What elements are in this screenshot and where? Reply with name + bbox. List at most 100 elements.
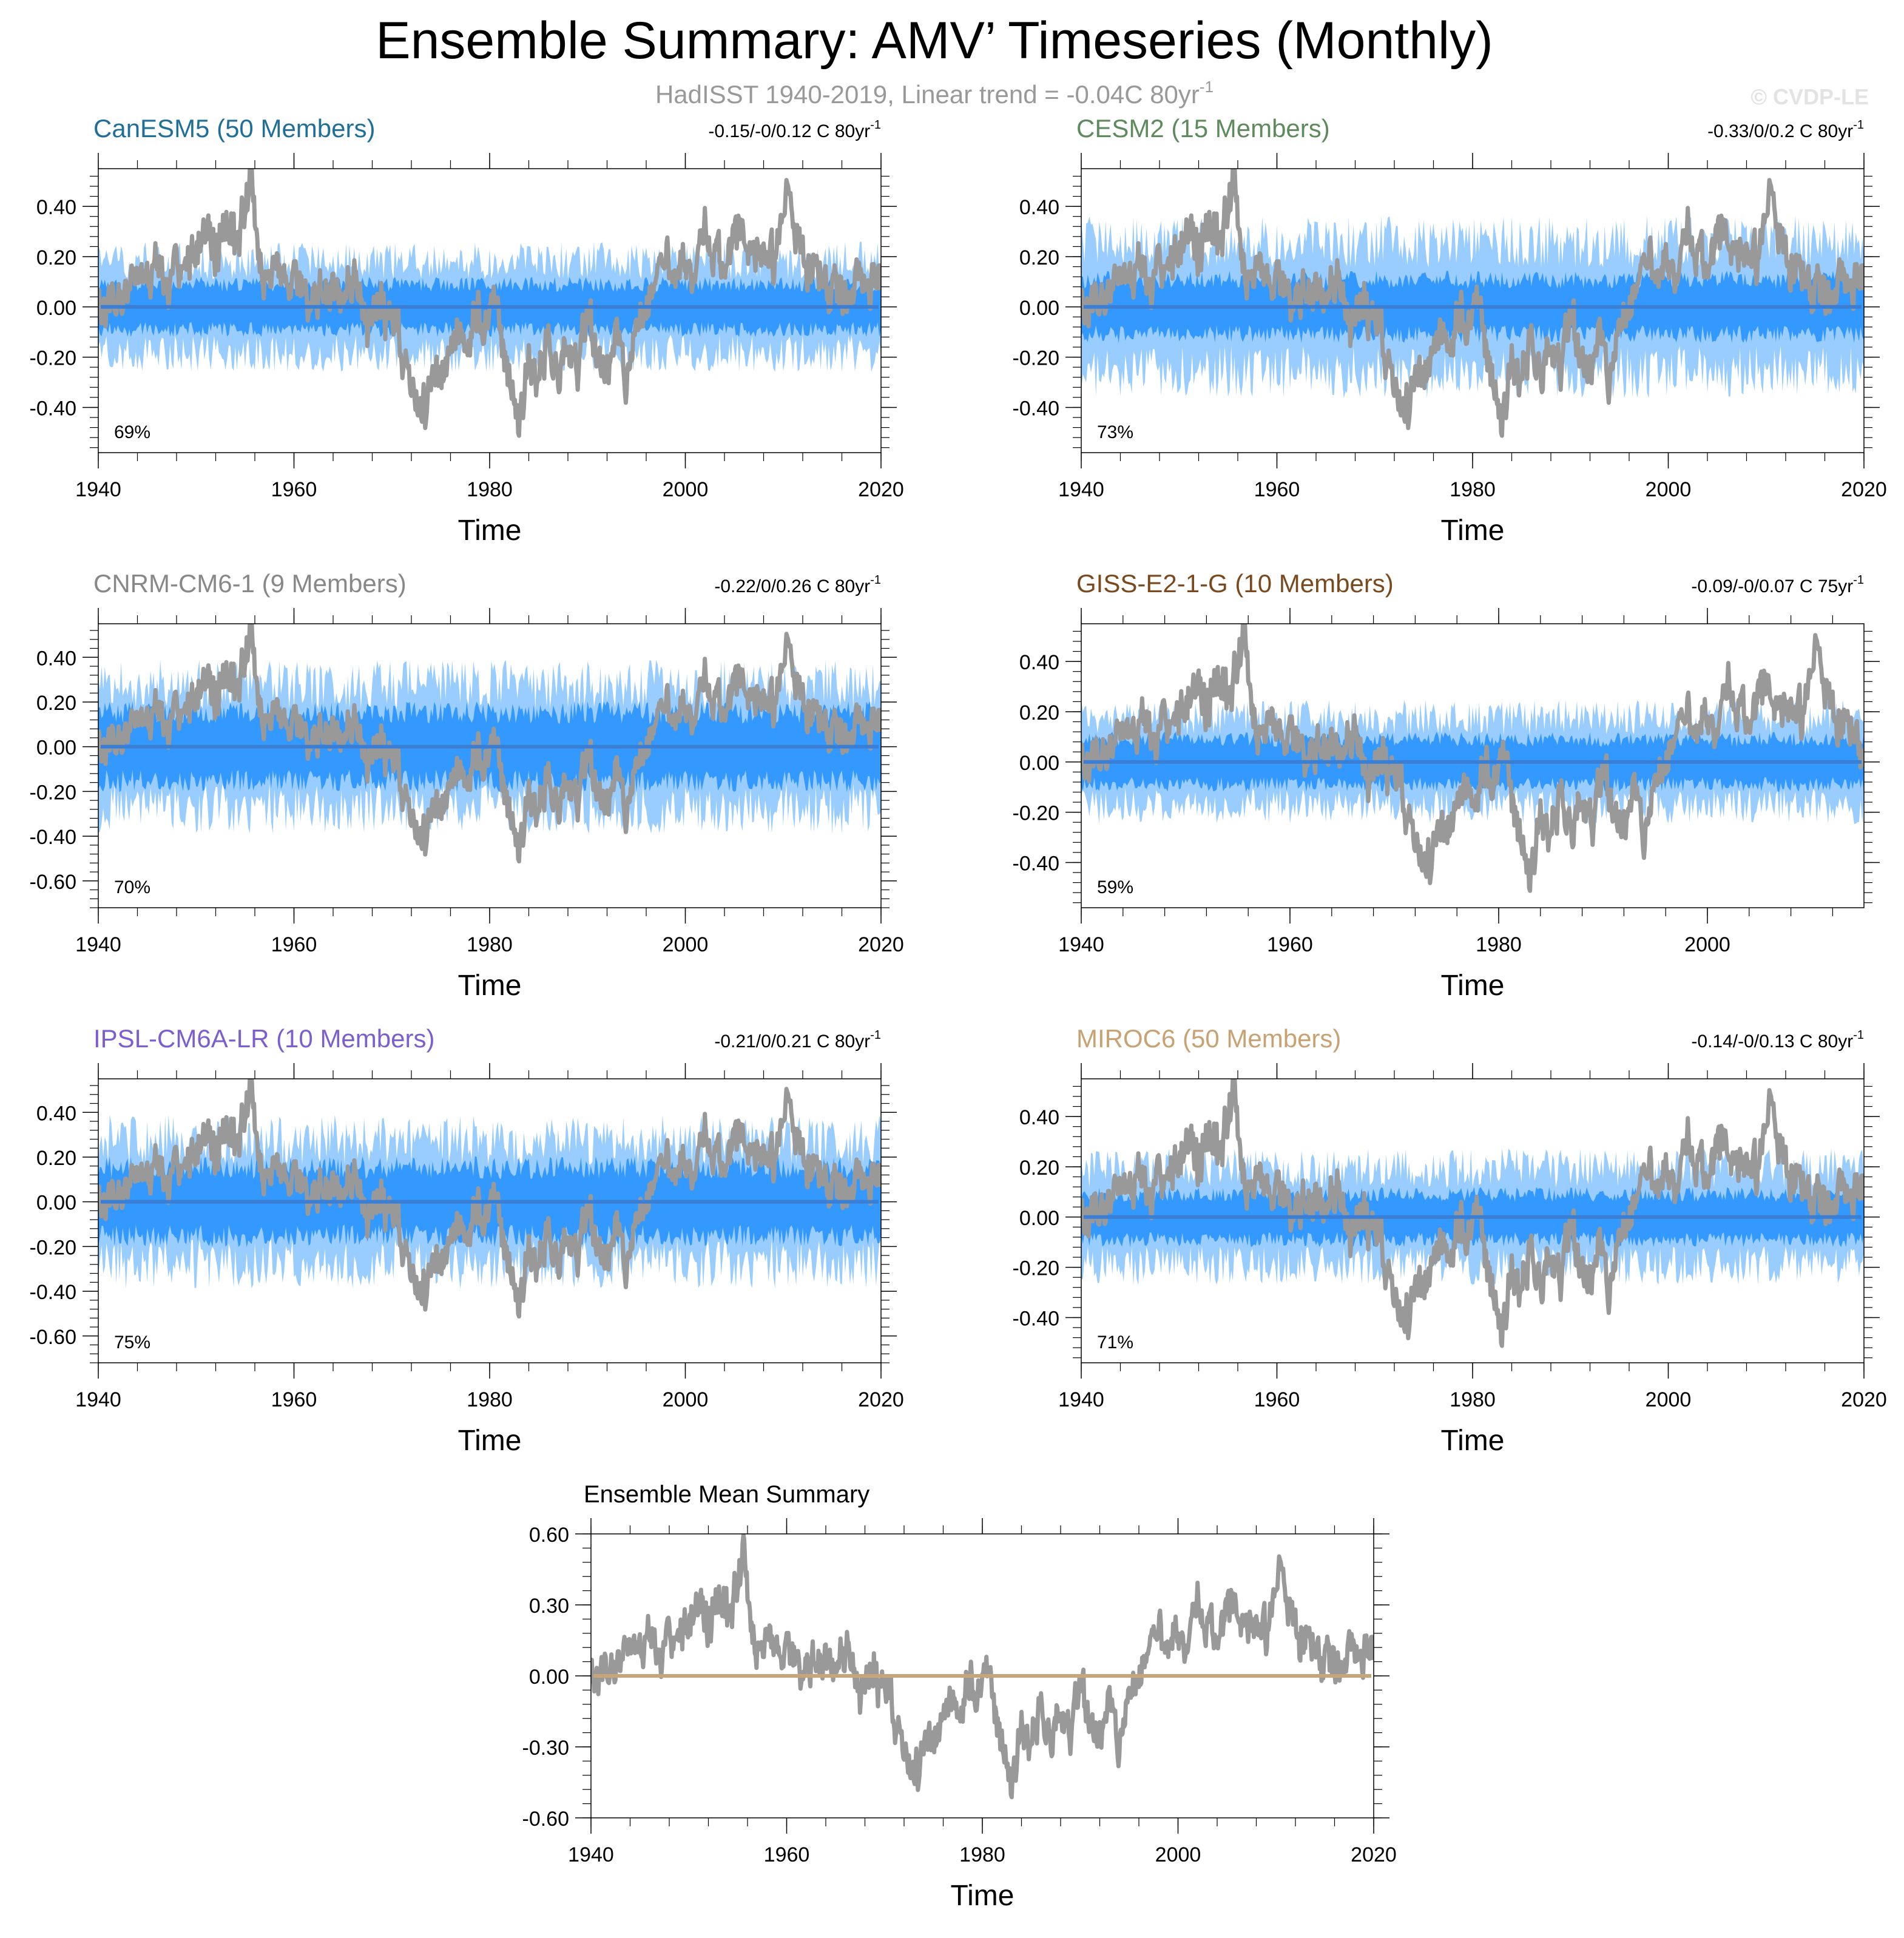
- x-tick-label: 2020: [1841, 478, 1887, 501]
- x-tick-label: 1940: [1058, 1388, 1104, 1411]
- x-tick-label: 2020: [1841, 1388, 1887, 1411]
- figure-subtitle-exponent: -1: [1200, 78, 1214, 96]
- obs-series-line: [1081, 169, 1864, 438]
- x-tick-label: 1960: [271, 933, 317, 956]
- obs-series-group: [98, 1079, 881, 1319]
- x-tick-label: 1960: [271, 478, 317, 501]
- x-tick-label: 1980: [467, 478, 513, 501]
- watermark: © CVDP-LE: [1750, 84, 1869, 109]
- y-tick-label: 0.40: [1019, 651, 1059, 674]
- x-tick-label: 1940: [75, 933, 121, 956]
- obs-series-group: [98, 169, 881, 438]
- x-tick-label: 2000: [663, 933, 709, 956]
- y-tick-label: -0.40: [1013, 1307, 1060, 1330]
- y-tick-label: 0.40: [36, 647, 76, 670]
- y-tick-label: 0.00: [1019, 752, 1059, 775]
- x-tick-label: 2020: [858, 1388, 904, 1411]
- y-tick-label: -0.60: [522, 1808, 570, 1831]
- trend-annotation: -0.33/0/0.2 C 80yr-1: [1707, 118, 1864, 141]
- y-tick-label: 0.60: [529, 1524, 569, 1547]
- x-axis-label: Time: [1441, 1425, 1505, 1457]
- panel-title: CNRM-CM6-1 (9 Members): [93, 569, 407, 598]
- x-tick-label: 2020: [858, 933, 904, 956]
- y-tick-label: 0.40: [36, 1102, 76, 1125]
- trend-annotation-text: -0.09/-0/0.07 C 75yr: [1691, 576, 1853, 596]
- x-tick-label: 1960: [1267, 933, 1313, 956]
- percent-label: 75%: [114, 1332, 150, 1352]
- obs-series-line: [98, 624, 881, 864]
- trend-annotation-text: -0.14/-0/0.13 C 80yr: [1691, 1031, 1853, 1052]
- trend-annotation-text: -0.33/0/0.2 C 80yr: [1707, 121, 1853, 141]
- y-tick-label: -0.60: [30, 1326, 77, 1349]
- trend-annotation: -0.14/-0/0.13 C 80yr-1: [1691, 1028, 1864, 1052]
- y-tick-label: -0.60: [30, 871, 77, 894]
- y-tick-label: 0.20: [1019, 1156, 1059, 1180]
- panel-title: CanESM5 (50 Members): [93, 114, 375, 143]
- y-tick-label: 0.40: [1019, 1106, 1059, 1129]
- x-tick-label: 1960: [271, 1388, 317, 1411]
- y-tick-label: 0.00: [1019, 1207, 1059, 1230]
- x-tick-label: 2000: [1646, 478, 1692, 501]
- plot-frame: [1081, 623, 1865, 908]
- x-axis-label: Time: [458, 515, 522, 547]
- x-tick-label: 1960: [1254, 478, 1300, 501]
- y-tick-label: -0.40: [30, 826, 77, 849]
- y-tick-label: 0.00: [36, 1192, 76, 1215]
- x-axis-label: Time: [458, 1425, 522, 1457]
- panels: 0.40 0.20 0.00 -0.20 -0.40 1940 1960 1980 2000 20…: [30, 114, 1887, 1912]
- x-tick-label: 1980: [467, 1388, 513, 1411]
- figure-subtitle-text: HadISST 1940-2019, Linear trend = -0.04C…: [655, 80, 1200, 109]
- chart-panel-6: 0.40 0.20 0.00 -0.20 -0.40 1940 1960 1980 2000 20…: [1013, 1024, 1887, 1457]
- y-tick-label: -0.40: [30, 1281, 77, 1304]
- chart-panel-7: 0.60 0.30 0.00 -0.30 -0.60 1940 1960 1980 2000 20…: [522, 1481, 1397, 1912]
- percent-label: 69%: [114, 422, 150, 442]
- figure-subtitle: HadISST 1940-2019, Linear trend = -0.04C…: [655, 78, 1214, 109]
- x-tick-label: 1960: [1254, 1388, 1300, 1411]
- trend-annotation-exponent: -1: [870, 1028, 881, 1042]
- y-tick-label: 0.20: [1019, 701, 1059, 724]
- trend-annotation-text: -0.22/0/0.26 C 80yr: [714, 576, 870, 596]
- y-tick-label: 0.20: [36, 246, 76, 269]
- panel-title: CESM2 (15 Members): [1076, 114, 1330, 143]
- percent-label: 70%: [114, 877, 150, 897]
- x-tick-label: 2020: [1351, 1843, 1397, 1866]
- x-axis-label: Time: [458, 970, 522, 1002]
- y-tick-label: 0.00: [529, 1666, 569, 1689]
- x-tick-label: 2020: [858, 478, 904, 501]
- panel-title: MIROC6 (50 Members): [1076, 1024, 1341, 1053]
- x-tick-label: 1940: [75, 1388, 121, 1411]
- x-tick-label: 1980: [1450, 1388, 1496, 1411]
- x-tick-label: 2000: [663, 478, 709, 501]
- trend-annotation-text: -0.15/-0/0.12 C 80yr: [708, 121, 870, 141]
- trend-annotation-exponent: -1: [870, 118, 881, 132]
- trend-annotation-exponent: -1: [1853, 118, 1864, 132]
- trend-annotation: -0.15/-0/0.12 C 80yr-1: [708, 118, 881, 141]
- x-tick-label: 1940: [568, 1843, 614, 1866]
- chart-panel-1: 0.40 0.20 0.00 -0.20 -0.40 1940 1960 1980 2000 20…: [30, 114, 904, 547]
- obs-series-group: [1081, 169, 1864, 438]
- trend-annotation-exponent: -1: [870, 573, 881, 587]
- figure-title: Ensemble Summary: AMV’ Timeseries (Month…: [376, 12, 1493, 70]
- y-tick-label: -0.20: [30, 347, 77, 370]
- percent-label: 71%: [1097, 1332, 1133, 1352]
- y-tick-label: -0.40: [1013, 852, 1060, 875]
- obs-series-group: [591, 1534, 1374, 1800]
- y-tick-label: 0.00: [36, 297, 76, 320]
- x-tick-label: 2000: [1155, 1843, 1201, 1866]
- y-tick-label: 0.40: [1019, 196, 1059, 219]
- x-axis-label: Time: [1441, 970, 1505, 1002]
- chart-panel-2: 0.40 0.20 0.00 -0.20 -0.40 1940 1960 1980 2000 20…: [1013, 114, 1887, 547]
- x-tick-label: 1980: [959, 1843, 1005, 1866]
- y-tick-label: 0.40: [36, 196, 76, 219]
- obs-series-group: [98, 624, 881, 864]
- obs-series-line: [1081, 624, 1864, 893]
- chart-panel-4: 0.40 0.20 0.00 -0.20 -0.40 1940 1960 1980 2000 Ti…: [1013, 569, 1880, 1002]
- x-tick-label: 1980: [467, 933, 513, 956]
- obs-series-group: [1081, 624, 1864, 893]
- y-tick-label: 0.20: [36, 1147, 76, 1170]
- trend-annotation: -0.22/0/0.26 C 80yr-1: [714, 573, 881, 596]
- y-tick-label: -0.20: [30, 1236, 77, 1259]
- x-tick-label: 1960: [764, 1843, 810, 1866]
- y-tick-label: -0.30: [522, 1737, 570, 1760]
